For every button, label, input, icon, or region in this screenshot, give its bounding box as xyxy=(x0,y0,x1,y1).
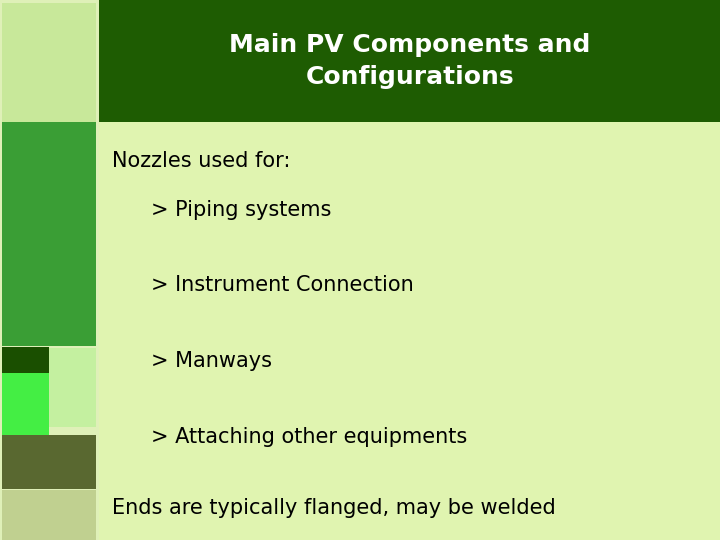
Text: Nozzles used for:: Nozzles used for: xyxy=(112,151,290,171)
Bar xyxy=(2,347,49,373)
Text: > Attaching other equipments: > Attaching other equipments xyxy=(151,427,467,447)
Bar xyxy=(2,3,96,122)
Bar xyxy=(0,0,99,540)
Bar xyxy=(2,373,49,435)
Text: Main PV Components and
Configurations: Main PV Components and Configurations xyxy=(229,33,590,89)
Bar xyxy=(2,490,96,540)
Text: > Instrument Connection: > Instrument Connection xyxy=(151,275,414,295)
Bar xyxy=(2,122,96,346)
Bar xyxy=(49,348,96,427)
Bar xyxy=(2,435,96,489)
Bar xyxy=(99,122,720,540)
Text: Ends are typically flanged, may be welded: Ends are typically flanged, may be welde… xyxy=(112,498,555,518)
Text: > Piping systems: > Piping systems xyxy=(151,200,332,220)
Text: > Manways: > Manways xyxy=(151,351,272,371)
Bar xyxy=(99,0,720,122)
